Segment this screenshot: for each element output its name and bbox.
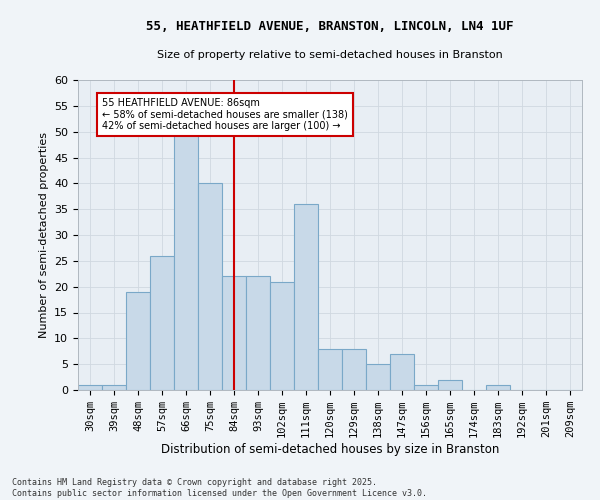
Bar (78, 385, 102, 390)
Bar (102, 385, 126, 390)
Bar (486, 385, 510, 390)
Bar (294, 204, 318, 390)
Text: 55 HEATHFIELD AVENUE: 86sqm
← 58% of semi-detached houses are smaller (138)
42% : 55 HEATHFIELD AVENUE: 86sqm ← 58% of sem… (102, 98, 348, 132)
Text: Contains HM Land Registry data © Crown copyright and database right 2025.
Contai: Contains HM Land Registry data © Crown c… (12, 478, 427, 498)
Bar (198, 184, 222, 390)
Bar (150, 256, 174, 390)
Bar (390, 354, 414, 390)
Bar (414, 385, 438, 390)
Bar (342, 348, 366, 390)
Bar (174, 132, 198, 390)
X-axis label: Distribution of semi-detached houses by size in Branston: Distribution of semi-detached houses by … (161, 443, 499, 456)
Text: 55, HEATHFIELD AVENUE, BRANSTON, LINCOLN, LN4 1UF: 55, HEATHFIELD AVENUE, BRANSTON, LINCOLN… (146, 20, 514, 33)
Bar (366, 364, 390, 390)
Bar (222, 276, 246, 390)
Bar (438, 380, 462, 390)
Bar (318, 348, 342, 390)
Bar (246, 276, 270, 390)
Bar (270, 282, 294, 390)
Text: Size of property relative to semi-detached houses in Branston: Size of property relative to semi-detach… (157, 50, 503, 60)
Bar (126, 292, 150, 390)
Y-axis label: Number of semi-detached properties: Number of semi-detached properties (38, 132, 49, 338)
